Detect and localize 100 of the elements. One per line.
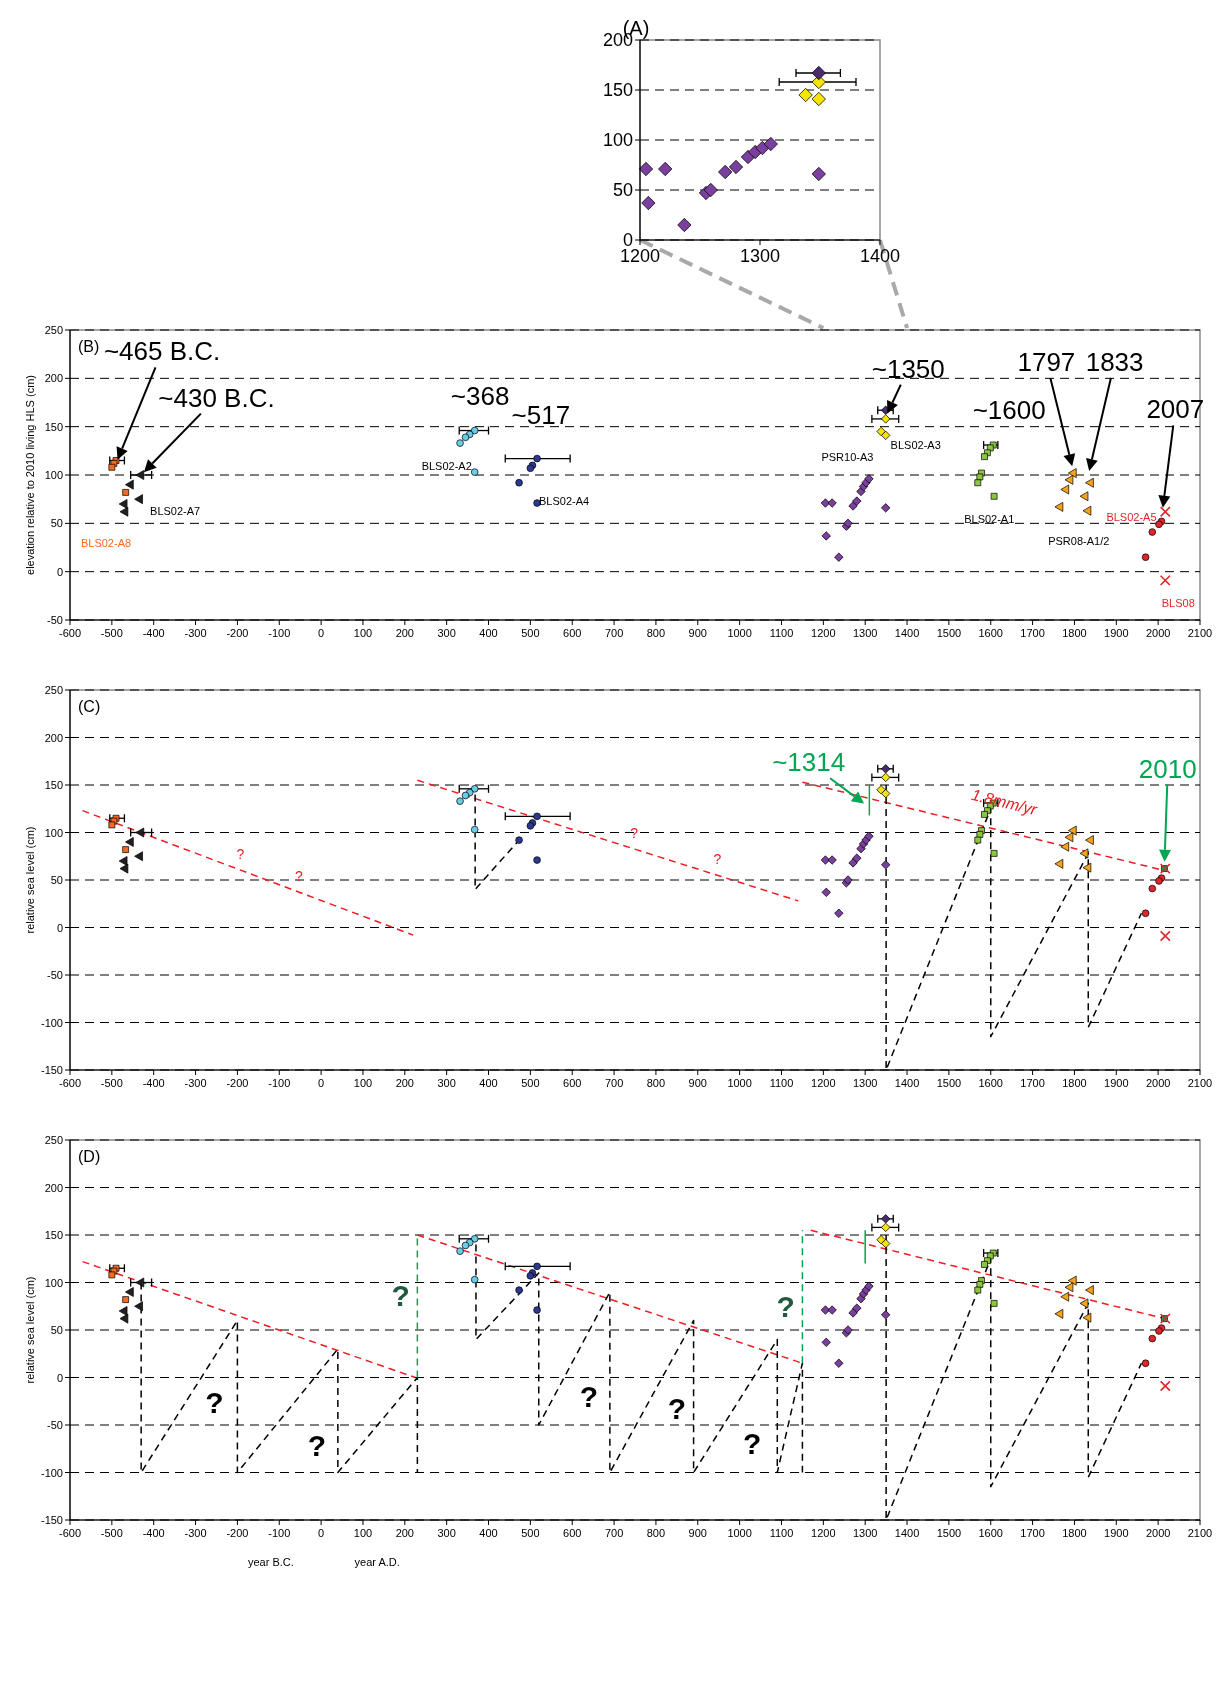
annotation: ? bbox=[205, 1385, 224, 1419]
y-tick-label: 100 bbox=[44, 826, 63, 839]
x-tick-label: -600 bbox=[58, 626, 82, 639]
annotation: ? bbox=[667, 1392, 687, 1426]
x-tick-label: 600 bbox=[563, 1076, 582, 1089]
x-tick-label: 1300 bbox=[852, 1076, 878, 1089]
series-label: BLS02-A4 bbox=[538, 494, 590, 507]
x-tick-label: -300 bbox=[184, 1076, 207, 1089]
x-tick-label: 2000 bbox=[1145, 1526, 1171, 1539]
x-tick-label: 1600 bbox=[978, 626, 1003, 639]
x-tick-label: 1600 bbox=[978, 1076, 1003, 1089]
x-tick-label: 0 bbox=[318, 1526, 325, 1539]
y-tick-label: 100 bbox=[602, 130, 633, 150]
x-tick-label: 500 bbox=[521, 1076, 540, 1089]
x-tick-label: 1900 bbox=[1104, 1076, 1129, 1089]
x-tick-label: 600 bbox=[563, 1526, 582, 1539]
text: year B.C. bbox=[247, 1556, 294, 1568]
annotation: ~430 B.C. bbox=[158, 382, 275, 413]
y-tick-label: 150 bbox=[44, 1229, 63, 1241]
annotation: ~368 bbox=[450, 380, 510, 411]
annotation: ~517 bbox=[511, 400, 571, 431]
x-tick-label: 1200 bbox=[811, 626, 836, 639]
x-tick-label: -100 bbox=[268, 626, 291, 639]
y-tick-label: 50 bbox=[612, 180, 633, 200]
x-tick-label: 1400 bbox=[894, 1076, 920, 1089]
x-tick-label: 1400 bbox=[894, 1526, 920, 1539]
annotation: ~1600 bbox=[972, 395, 1046, 426]
annotation: 2007 bbox=[1146, 394, 1205, 425]
series-label: BLS02-A7 bbox=[150, 505, 201, 517]
x-tick-label: 1200 bbox=[811, 1526, 836, 1539]
x-tick-label: -100 bbox=[268, 1076, 291, 1089]
annotation: ? bbox=[295, 868, 304, 885]
y-tick-label: 50 bbox=[50, 517, 63, 530]
x-tick-label: 1100 bbox=[769, 1526, 794, 1539]
y-tick-label: 150 bbox=[44, 779, 63, 791]
x-tick-label: 600 bbox=[563, 626, 582, 639]
x-tick-label: 1500 bbox=[936, 1076, 962, 1089]
y-tick-label: 250 bbox=[44, 684, 63, 696]
x-tick-label: 900 bbox=[688, 626, 707, 639]
y-tick-label: 50 bbox=[50, 874, 63, 886]
x-tick-label: 1700 bbox=[1020, 1526, 1045, 1539]
x-tick-label: 900 bbox=[688, 1526, 707, 1539]
y-axis-title: relative sea level (cm) bbox=[24, 826, 36, 934]
x-tick-label: 1300 bbox=[852, 1526, 878, 1539]
x-tick-label: 1100 bbox=[769, 1076, 794, 1089]
x-tick-label: 2100 bbox=[1187, 1076, 1213, 1089]
annotation: ~465 B.C. bbox=[103, 336, 221, 367]
y-tick-label: 150 bbox=[44, 420, 63, 433]
annotation: 2010 bbox=[1138, 753, 1197, 784]
x-tick-label: -200 bbox=[226, 1526, 249, 1539]
x-tick-label: -500 bbox=[100, 626, 123, 639]
y-tick-label: 200 bbox=[44, 372, 63, 385]
x-tick-label: 200 bbox=[395, 626, 414, 639]
x-tick-label: 200 bbox=[395, 1526, 414, 1539]
annotation: ? bbox=[236, 846, 245, 863]
x-tick-label: 1800 bbox=[1062, 1526, 1087, 1539]
x-tick-label: 300 bbox=[437, 1076, 456, 1089]
x-tick-label: 400 bbox=[479, 1526, 498, 1539]
y-tick-label: 150 bbox=[602, 80, 633, 100]
x-tick-label: 100 bbox=[353, 626, 373, 639]
x-tick-label: -200 bbox=[226, 1076, 249, 1089]
x-tick-label: -500 bbox=[100, 1526, 123, 1539]
x-tick-label: 2100 bbox=[1187, 1526, 1213, 1539]
x-tick-label: 1200 bbox=[811, 1076, 836, 1089]
x-tick-label: 700 bbox=[604, 1076, 624, 1089]
y-tick-label: -50 bbox=[47, 969, 63, 981]
annotation: 1833 bbox=[1085, 346, 1144, 377]
x-tick-label: 1500 bbox=[936, 1526, 962, 1539]
y-axis-title: elevation relative to 2010 living HLS (cm) bbox=[24, 375, 36, 575]
x-tick-label: 1000 bbox=[727, 1076, 752, 1089]
x-tick-label: 1500 bbox=[936, 626, 962, 639]
y-tick-label: 0 bbox=[56, 565, 63, 578]
y-tick-label: 100 bbox=[44, 469, 63, 481]
annotation: ? bbox=[713, 851, 722, 868]
annotation: ? bbox=[743, 1426, 762, 1460]
series-label: BLS02-A2 bbox=[421, 459, 472, 472]
annotation: ~1314 bbox=[772, 747, 846, 778]
chart-title: (C) bbox=[78, 697, 101, 715]
x-tick-label: 1300 bbox=[739, 246, 781, 266]
x-tick-label: 900 bbox=[688, 1076, 707, 1089]
series-label: BLS08 bbox=[1161, 596, 1195, 609]
x-tick-label: 0 bbox=[318, 1076, 325, 1089]
x-tick-label: 1100 bbox=[769, 626, 794, 639]
annotation: ? bbox=[391, 1279, 410, 1313]
x-tick-label: 1600 bbox=[978, 1526, 1003, 1539]
y-tick-label: 200 bbox=[44, 731, 63, 744]
y-tick-label: 50 bbox=[50, 1324, 63, 1336]
x-tick-label: 2000 bbox=[1145, 626, 1171, 639]
y-tick-label: 200 bbox=[44, 1181, 63, 1194]
x-tick-label: 100 bbox=[353, 1526, 373, 1539]
x-tick-label: 300 bbox=[437, 626, 456, 639]
x-tick-label: 400 bbox=[479, 626, 498, 639]
annotation: 1.8mm/yr bbox=[969, 785, 1040, 819]
x-tick-label: 200 bbox=[395, 1076, 414, 1089]
y-tick-label: 100 bbox=[44, 1276, 63, 1289]
y-tick-label: 0 bbox=[56, 921, 63, 934]
series-label: PSR10-A3 bbox=[821, 451, 874, 464]
y-tick-label: -50 bbox=[47, 614, 63, 626]
x-tick-label: 1000 bbox=[727, 626, 752, 639]
x-tick-label: 2000 bbox=[1145, 1076, 1171, 1089]
